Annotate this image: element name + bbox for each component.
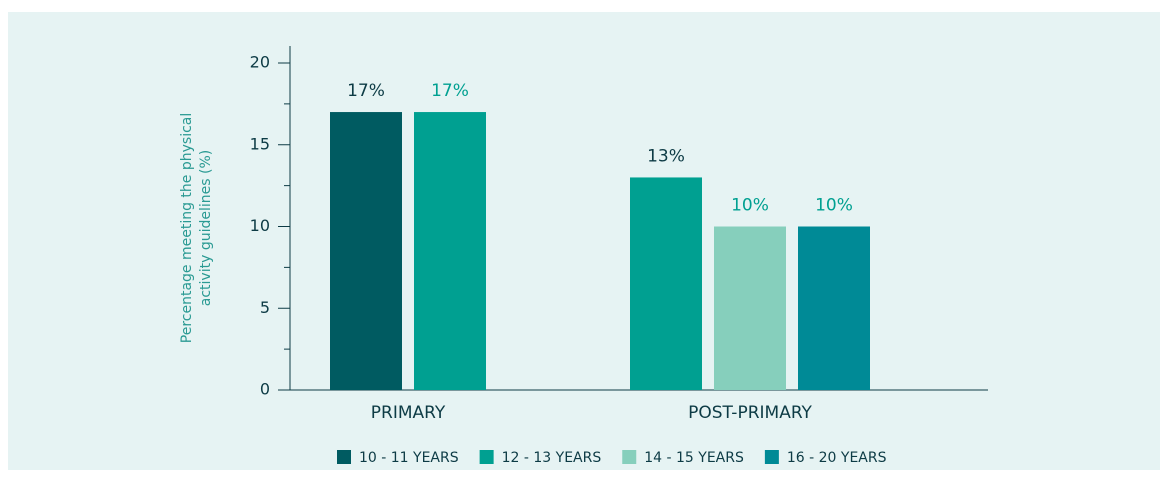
- legend-label: 12 - 13 YEARS: [502, 450, 602, 466]
- bar: [330, 112, 402, 391]
- value-label: 17%: [431, 81, 469, 101]
- x-tick-label: POST-PRIMARY: [688, 403, 812, 423]
- y-tick-label: 5: [260, 298, 270, 317]
- bar: [414, 112, 486, 391]
- y-tick-label: 15: [250, 134, 270, 153]
- legend-label: 14 - 15 YEARS: [644, 450, 744, 466]
- legend-swatch: [622, 450, 637, 464]
- y-tick-label: 20: [250, 53, 270, 72]
- y-axis-title: activity guidelines (%): [198, 150, 214, 306]
- value-label: 13%: [647, 146, 685, 166]
- x-tick-label: PRIMARY: [371, 403, 446, 423]
- legend-swatch: [764, 450, 779, 464]
- y-axis-title: Percentage meeting the physical: [179, 113, 195, 343]
- y-tick-label: 0: [260, 380, 270, 399]
- legend-label: 16 - 20 YEARS: [787, 450, 887, 466]
- bar: [798, 226, 870, 390]
- legend-label: 10 - 11 YEARS: [359, 450, 459, 466]
- value-label: 17%: [347, 81, 385, 101]
- bar: [630, 177, 702, 390]
- value-label: 10%: [731, 196, 769, 216]
- legend-swatch: [479, 450, 494, 464]
- panel: [8, 12, 1160, 470]
- y-tick-label: 10: [250, 216, 270, 235]
- value-label: 10%: [815, 196, 853, 216]
- legend-swatch: [337, 450, 351, 464]
- bar: [714, 226, 786, 390]
